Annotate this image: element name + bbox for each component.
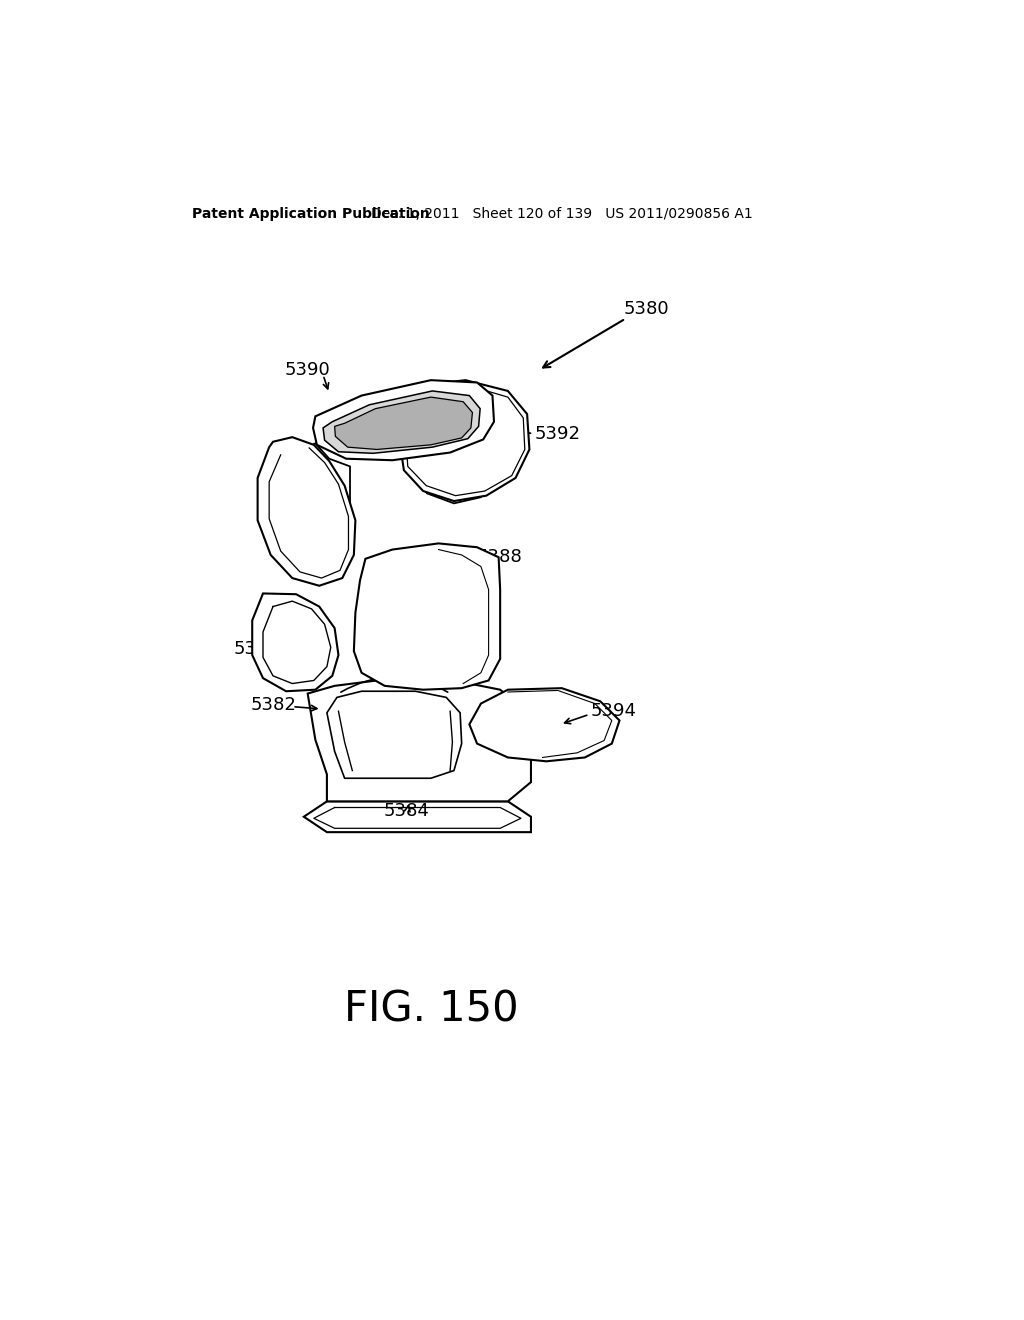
Polygon shape	[304, 801, 531, 832]
Polygon shape	[400, 380, 529, 502]
Polygon shape	[252, 594, 339, 692]
Text: 5384: 5384	[383, 803, 429, 820]
Text: 5382: 5382	[250, 696, 296, 714]
Text: Dec. 1, 2011   Sheet 120 of 139   US 2011/0290856 A1: Dec. 1, 2011 Sheet 120 of 139 US 2011/02…	[371, 207, 753, 220]
Text: FIG. 150: FIG. 150	[343, 989, 518, 1030]
Text: 5392: 5392	[255, 495, 301, 512]
Polygon shape	[289, 444, 350, 583]
Polygon shape	[354, 544, 500, 689]
Text: Patent Application Publication: Patent Application Publication	[193, 207, 430, 220]
Text: 5390: 5390	[285, 362, 331, 379]
Polygon shape	[258, 437, 355, 586]
Text: 5394: 5394	[591, 702, 637, 721]
Text: 5388: 5388	[477, 548, 523, 566]
Text: 5392: 5392	[535, 425, 581, 444]
Polygon shape	[414, 385, 493, 503]
Text: 5380: 5380	[624, 300, 670, 318]
Polygon shape	[469, 688, 620, 762]
Text: 5386: 5386	[233, 640, 279, 657]
Polygon shape	[327, 692, 462, 779]
Polygon shape	[335, 397, 472, 449]
Polygon shape	[323, 391, 480, 453]
Polygon shape	[313, 380, 494, 461]
Polygon shape	[307, 681, 531, 801]
